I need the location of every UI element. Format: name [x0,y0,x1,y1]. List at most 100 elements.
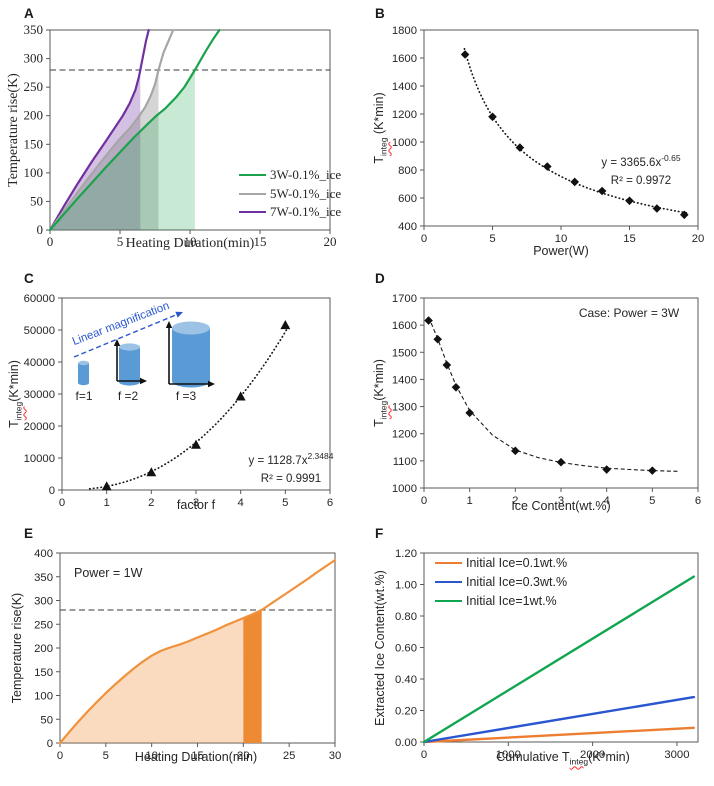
svg-text:600: 600 [398,193,417,205]
svg-text:1000: 1000 [392,137,417,149]
svg-text:1: 1 [104,497,110,509]
svg-text:6: 6 [695,495,701,507]
inset-f3-label: f =3 [175,389,197,403]
svg-text:50: 50 [30,193,43,208]
svg-text:25: 25 [283,750,296,762]
panel-f-ylabel: Extracted Ice Content(wt.%) [373,570,387,726]
panel-f-legend-item-1: Initial Ice=0.3wt.% [435,572,567,591]
svg-text:15: 15 [191,750,204,762]
svg-text:0.80: 0.80 [395,611,417,623]
svg-text:5: 5 [282,497,288,509]
panel-a-ylabel: Temperature rise(K) [6,73,21,187]
svg-text:4: 4 [604,495,610,507]
legend-line-swatch [239,192,266,195]
svg-text:1800: 1800 [392,25,417,37]
svg-text:0: 0 [57,750,63,762]
svg-text:1.00: 1.00 [395,580,417,592]
svg-text:30000: 30000 [24,389,55,401]
panel-a-legend-item-0: 3W-0.1%_ice [239,166,341,185]
svg-text:0: 0 [47,738,53,750]
panel-f-legend-item-2: Initial Ice=1wt.% [435,591,567,610]
svg-text:5: 5 [489,233,495,245]
svg-text:1200: 1200 [392,429,417,441]
svg-text:10: 10 [555,233,568,245]
svg-text:1500: 1500 [392,347,417,359]
panel-e-letter: E [24,526,34,541]
svg-text:6: 6 [327,497,333,509]
svg-text:3000: 3000 [664,749,689,761]
panel-c-xlabel: factor f [176,498,216,512]
panel-c-ylabel: Tinteg(K*min) [6,360,24,428]
svg-text:800: 800 [398,165,417,177]
svg-text:200: 200 [34,643,53,655]
svg-text:0: 0 [421,233,427,245]
legend-label: Initial Ice=1wt.% [466,593,557,608]
panel-f-legend: Initial Ice=0.1wt.% Initial Ice=0.3wt.% In… [435,553,567,610]
svg-text:1400: 1400 [392,374,417,386]
legend-label: Initial Ice=0.1wt.% [466,555,568,570]
svg-text:150: 150 [34,667,53,679]
svg-text:1100: 1100 [393,456,417,468]
svg-text:1700: 1700 [392,293,417,305]
svg-text:350: 350 [34,572,53,584]
panel-d-annotation: Case: Power = 3W [578,306,680,320]
svg-text:300: 300 [34,596,53,608]
svg-text:5: 5 [117,234,124,249]
panel-f-legend-item-0: Initial Ice=0.1wt.% [435,553,567,572]
inset-f1-label: f=1 [75,389,93,403]
svg-text:400: 400 [34,548,53,560]
panel-b-letter: B [375,6,385,21]
panel-e-annotation: Power = 1W [74,566,143,580]
panel-d-xlabel: Ice Content(wt.%) [511,499,611,513]
svg-text:20: 20 [237,750,250,762]
panel-a-xlabel: Heating Duration(min) [125,236,255,251]
svg-text:5: 5 [103,750,109,762]
svg-text:1000: 1000 [496,749,521,761]
svg-text:3: 3 [193,497,199,509]
svg-text:10000: 10000 [24,453,55,465]
svg-text:1.20: 1.20 [395,548,417,560]
panel-b-xlabel: Power(W) [533,244,589,258]
svg-text:15: 15 [623,233,636,245]
svg-text:15: 15 [254,234,267,249]
svg-text:20000: 20000 [24,421,55,433]
legend-line-swatch [435,580,462,583]
svg-text:20: 20 [692,233,705,245]
svg-text:0: 0 [421,495,427,507]
svg-text:1: 1 [467,495,473,507]
svg-text:4: 4 [238,497,244,509]
svg-text:50000: 50000 [24,325,55,337]
legend-label: 7W-0.1%_ice [270,204,342,220]
svg-text:0.20: 0.20 [395,706,417,718]
panel-a-legend: 3W-0.1%_ice 5W-0.1%_ice 7W-0.1%_ice [239,166,341,222]
panel-a-legend-item-1: 5W-0.1%_ice [239,185,341,204]
svg-text:200: 200 [24,108,44,123]
panel-c-fit-equation: y = 1128.7x2.3484 R² = 0.9991 [248,451,334,486]
svg-text:60000: 60000 [24,293,55,305]
svg-text:0: 0 [421,749,427,761]
svg-text:3: 3 [558,495,564,507]
svg-text:10: 10 [145,750,158,762]
legend-label: 3W-0.1%_ice [270,167,342,183]
svg-text:0.40: 0.40 [395,674,417,686]
panel-c-letter: C [24,271,34,286]
panel-d-letter: D [375,271,385,286]
svg-text:1300: 1300 [392,402,417,414]
panel-a-legend-item-2: 7W-0.1%_ice [239,203,341,222]
panel-f-letter: F [375,526,384,541]
svg-text:0.00: 0.00 [395,737,417,749]
svg-text:40000: 40000 [24,357,55,369]
svg-text:2000: 2000 [580,749,605,761]
svg-text:20: 20 [324,234,337,249]
svg-text:2: 2 [512,495,518,507]
svg-text:1200: 1200 [392,109,417,121]
legend-line-swatch [435,599,462,602]
svg-text:5: 5 [649,495,655,507]
panel-a-letter: A [24,6,34,21]
svg-text:1000: 1000 [392,483,417,495]
svg-text:100: 100 [34,691,53,703]
legend-line-swatch [239,174,266,177]
svg-text:0: 0 [47,234,54,249]
